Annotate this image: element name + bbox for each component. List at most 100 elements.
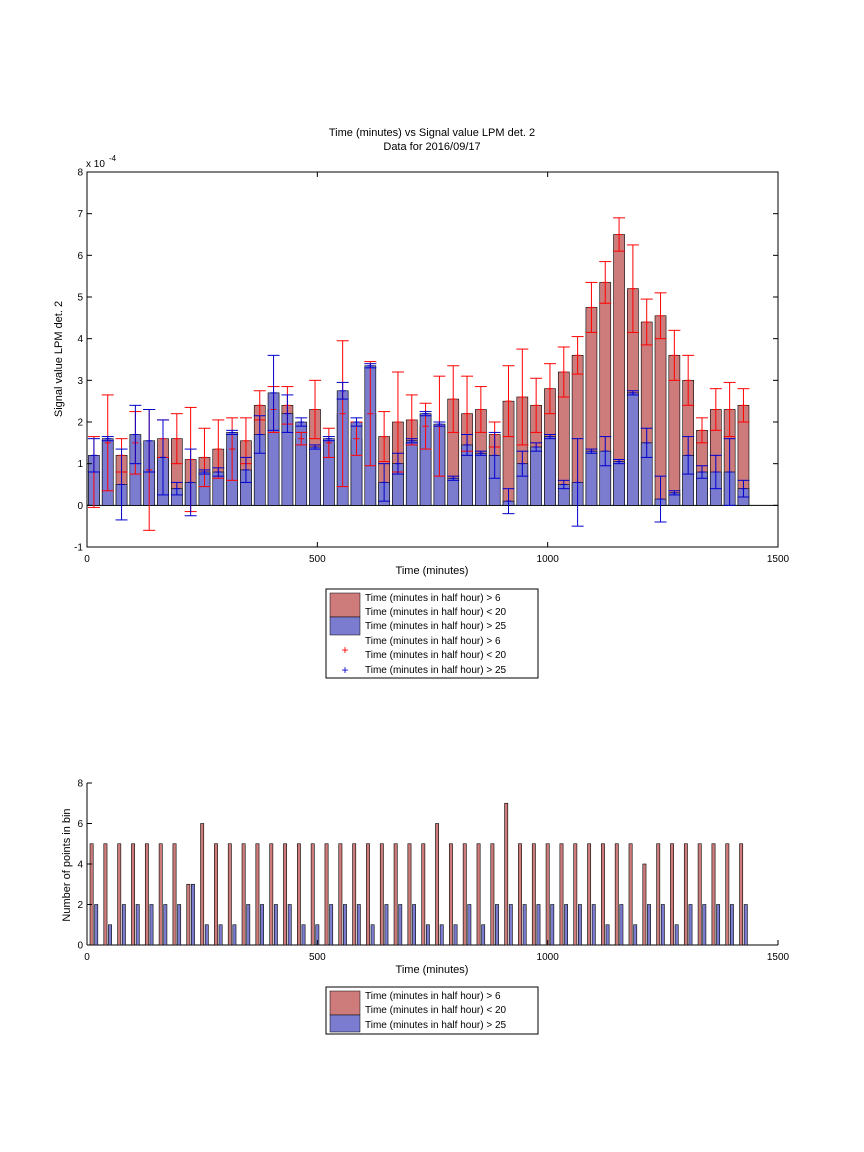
- error-bar-series-b: [695, 465, 708, 479]
- count-bar-series-b: [591, 904, 596, 946]
- legend-box: [325, 588, 539, 679]
- error-bar-series-b: [239, 456, 252, 483]
- count-bar-series-a: [144, 843, 149, 946]
- legend-entry: Time (minutes in half hour) > 6: [365, 593, 501, 604]
- error-bar-series-a: [309, 379, 322, 440]
- legend-swatch-series-b: [329, 616, 361, 636]
- count-bar-series-a: [172, 843, 177, 946]
- legend-marker-error-b: +: [341, 663, 348, 677]
- count-bar-series-b: [647, 904, 651, 946]
- count-bar-series-b: [370, 924, 375, 946]
- count-bar-series-b: [149, 904, 154, 946]
- legend-swatch-series-a: [329, 990, 361, 1016]
- bar-series-b: [544, 436, 556, 506]
- bar-series-group: [88, 234, 750, 506]
- y-axis-label: Number of points in bin: [61, 808, 73, 921]
- error-bar-series-b: [336, 381, 349, 400]
- count-bar-series-b: [329, 904, 334, 946]
- count-bar-series-b: [343, 904, 347, 946]
- count-bar-series-a: [103, 843, 108, 946]
- error-bar-series-a: [364, 361, 377, 467]
- error-bar-series-a: [571, 336, 584, 375]
- error-bar-series-a: [626, 244, 639, 333]
- y-tick-label: 0: [77, 941, 83, 952]
- count-bar-series-a: [324, 843, 329, 946]
- error-bar-series-a: [419, 402, 432, 450]
- y-tick-label: 2: [77, 900, 83, 911]
- x-axis-ticks: 0 500 1000 1500: [84, 172, 790, 565]
- error-bar-series-b: [309, 444, 322, 450]
- error-bar-series-a: [253, 390, 266, 421]
- error-bar-series-a: [322, 427, 335, 458]
- count-bar-series-b: [619, 904, 624, 946]
- error-bar-series-a: [405, 394, 418, 446]
- count-bar-series-b: [108, 924, 112, 946]
- y-tick-label: 2: [77, 418, 83, 429]
- y-tick-label: 4: [77, 334, 83, 345]
- count-bar-series-b: [522, 904, 527, 946]
- count-bar-series-b: [578, 904, 582, 946]
- error-bar-series-b: [129, 404, 142, 465]
- error-bar-series-b: [599, 436, 612, 467]
- x-tick-label: 1000: [537, 554, 560, 565]
- error-bar-series-b: [474, 450, 487, 456]
- bar-series-b: [585, 450, 598, 506]
- error-bar-series-a: [447, 365, 460, 433]
- count-bar-series-b: [273, 904, 278, 946]
- count-bar-series-a: [614, 843, 619, 946]
- y-axis-ticks: 0 2 4 6 8: [77, 779, 92, 952]
- count-bar-series-b: [177, 904, 182, 946]
- count-bar-series-a: [255, 843, 260, 946]
- error-bar-series-b: [461, 434, 474, 456]
- count-bar-series-b: [467, 904, 472, 946]
- count-bar-series-a: [421, 843, 426, 946]
- count-bar-series-a: [449, 843, 453, 946]
- error-bar-series-b: [488, 431, 501, 479]
- count-bar-series-a: [725, 843, 730, 946]
- error-bar-series-b: [350, 417, 363, 427]
- error-bar-series-b: [571, 438, 584, 527]
- count-bar-series-b: [356, 904, 361, 946]
- error-bar-series-a: [295, 431, 308, 446]
- error-bar-series-b: [668, 490, 681, 496]
- error-bar-series-b: [737, 479, 750, 498]
- count-bar-series-a: [545, 843, 550, 946]
- count-bar-series-a: [435, 823, 440, 946]
- error-bar-series-b: [557, 479, 570, 490]
- error-bar-series-a: [378, 411, 391, 463]
- count-bar-series-a: [518, 843, 522, 946]
- count-bar-series-b: [94, 904, 99, 946]
- error-bar-series-b: [364, 363, 377, 369]
- count-bar-series-a: [269, 843, 274, 946]
- error-bar-series-b: [530, 442, 543, 452]
- x-axis-label: Time (minutes): [396, 565, 469, 577]
- y-axis-label: Signal value LPM det. 2: [53, 301, 65, 417]
- legend-entry: Time (minutes in half hour) < 20: [365, 607, 507, 618]
- plot-area-2: [86, 783, 778, 946]
- bar-series-b: [613, 461, 625, 506]
- y-tick-label: 3: [77, 376, 83, 387]
- error-bar-series-a: [502, 365, 515, 438]
- error-bar-group: [87, 217, 750, 531]
- legend-swatch-series-a: [329, 592, 361, 618]
- y-tick-label: 0: [77, 501, 83, 512]
- count-bar-series-a: [186, 883, 191, 946]
- count-bar-series-a: [711, 843, 716, 946]
- error-bar-series-b: [226, 429, 239, 435]
- error-bar-series-a: [226, 417, 239, 481]
- count-bar-series-a: [697, 843, 702, 946]
- error-bar-series-b: [585, 448, 598, 454]
- error-bar-series-b: [115, 448, 128, 521]
- bar-series-b: [475, 452, 487, 506]
- count-bar-series-a: [241, 843, 246, 946]
- legend-entry: Time (minutes in half hour) < 20: [365, 650, 507, 661]
- error-bar-series-b: [184, 448, 197, 517]
- y-exponent-label: x 10 -4: [86, 154, 117, 170]
- count-bar-group: [89, 802, 748, 946]
- count-bar-series-b: [301, 924, 306, 946]
- x-tick-label: 1500: [767, 952, 790, 963]
- count-bar-series-a: [352, 843, 357, 946]
- error-bar-series-a: [474, 386, 487, 433]
- count-bar-series-b: [495, 904, 499, 946]
